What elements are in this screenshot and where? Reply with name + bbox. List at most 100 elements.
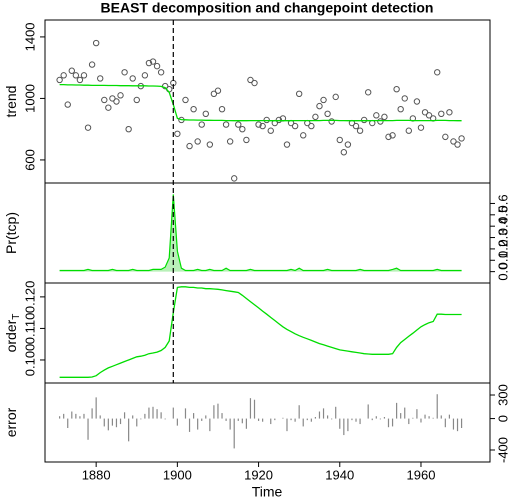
data-point bbox=[397, 105, 404, 113]
x-tick-label: 1900 bbox=[163, 467, 192, 482]
y-axis-label: trend bbox=[3, 86, 19, 118]
y-tick-label: 0.120 bbox=[22, 281, 37, 314]
data-point bbox=[283, 141, 291, 148]
data-point bbox=[316, 102, 323, 110]
x-tick-label: 1920 bbox=[244, 467, 273, 482]
data-point bbox=[356, 127, 364, 134]
data-point bbox=[105, 104, 112, 111]
data-point bbox=[332, 93, 339, 101]
panel-frame bbox=[44, 282, 491, 384]
data-point bbox=[109, 95, 116, 102]
y-axis-label: Pr(tcp) bbox=[3, 212, 19, 254]
data-point bbox=[446, 109, 453, 116]
data-point bbox=[405, 127, 412, 134]
data-point bbox=[231, 175, 238, 182]
y-axis-label-text: order bbox=[3, 319, 19, 352]
data-point bbox=[97, 75, 104, 82]
data-point bbox=[64, 101, 71, 108]
data-point bbox=[352, 122, 360, 130]
data-point bbox=[157, 69, 165, 76]
data-point bbox=[239, 125, 246, 133]
data-point bbox=[259, 122, 266, 130]
y-tick-label: 0.100 bbox=[22, 344, 37, 377]
data-point bbox=[161, 82, 169, 90]
chart-title: BEAST decomposition and changepoint dete… bbox=[101, 0, 434, 16]
y-tick-label: 0.2 bbox=[495, 240, 510, 258]
data-point bbox=[56, 76, 63, 84]
data-point bbox=[300, 132, 307, 139]
data-point bbox=[182, 96, 189, 104]
data-point bbox=[190, 105, 197, 113]
data-point bbox=[198, 121, 205, 128]
data-point bbox=[438, 110, 445, 118]
data-point bbox=[434, 69, 441, 76]
data-point bbox=[121, 69, 128, 76]
data-point bbox=[141, 72, 149, 79]
data-point bbox=[174, 130, 181, 137]
x-tick-label: 1940 bbox=[325, 467, 354, 482]
y-axis-label: orderT bbox=[3, 314, 22, 353]
data-point bbox=[251, 79, 258, 87]
data-point bbox=[214, 87, 222, 94]
data-point bbox=[425, 112, 433, 119]
data-point bbox=[247, 76, 254, 84]
y-axis-label-text: error bbox=[3, 407, 19, 437]
data-point bbox=[364, 89, 372, 96]
y-tick-label: 0.5 bbox=[495, 206, 510, 224]
y-tick-label: 0 bbox=[495, 415, 510, 422]
y-tick-label: 1400 bbox=[22, 22, 37, 51]
data-point bbox=[417, 124, 425, 131]
y-tick-label: 0.1 bbox=[495, 251, 510, 269]
data-point bbox=[255, 121, 262, 128]
data-point bbox=[92, 39, 100, 47]
probability-area bbox=[59, 194, 462, 272]
data-point bbox=[295, 90, 303, 98]
y-tick-label: 0.4 bbox=[495, 217, 510, 235]
data-point bbox=[72, 72, 80, 79]
data-point bbox=[149, 58, 157, 65]
data-point bbox=[320, 96, 327, 104]
data-point bbox=[291, 122, 299, 130]
y-tick-label: -400 bbox=[495, 437, 510, 463]
data-point bbox=[133, 96, 140, 104]
data-point bbox=[153, 62, 161, 70]
y-tick-label: 300 bbox=[495, 384, 510, 406]
panel-frame bbox=[44, 182, 491, 284]
data-point bbox=[308, 122, 315, 130]
data-point bbox=[88, 61, 96, 68]
data-point bbox=[101, 96, 108, 104]
data-point bbox=[340, 149, 348, 156]
data-point bbox=[381, 113, 388, 121]
data-point bbox=[458, 135, 465, 142]
y-axis-label-sub: T bbox=[11, 314, 22, 320]
data-point bbox=[401, 95, 408, 102]
data-point bbox=[60, 72, 67, 79]
data-point bbox=[421, 109, 429, 116]
data-point bbox=[454, 141, 461, 148]
data-point bbox=[235, 121, 242, 128]
data-point bbox=[194, 138, 201, 145]
panel-frame bbox=[44, 382, 491, 463]
data-point bbox=[206, 141, 214, 148]
y-axis-label-text: trend bbox=[3, 86, 19, 118]
y-axis-label: error bbox=[3, 407, 19, 437]
y-tick-label: 1000 bbox=[22, 84, 37, 113]
data-point bbox=[389, 132, 396, 139]
data-point bbox=[393, 85, 400, 93]
data-point bbox=[76, 76, 84, 84]
x-tick-label: 1880 bbox=[82, 467, 111, 482]
data-point bbox=[413, 98, 421, 105]
data-point bbox=[80, 72, 88, 79]
trend-line bbox=[59, 286, 462, 378]
data-point bbox=[117, 92, 124, 99]
data-point bbox=[275, 116, 283, 124]
data-point bbox=[125, 125, 132, 133]
data-point bbox=[145, 59, 153, 67]
data-point bbox=[202, 110, 209, 118]
x-tick-label: 1960 bbox=[407, 467, 436, 482]
data-point bbox=[336, 136, 343, 144]
data-point bbox=[442, 133, 449, 141]
data-point bbox=[243, 136, 250, 144]
data-point bbox=[222, 121, 230, 128]
data-point bbox=[344, 141, 352, 148]
